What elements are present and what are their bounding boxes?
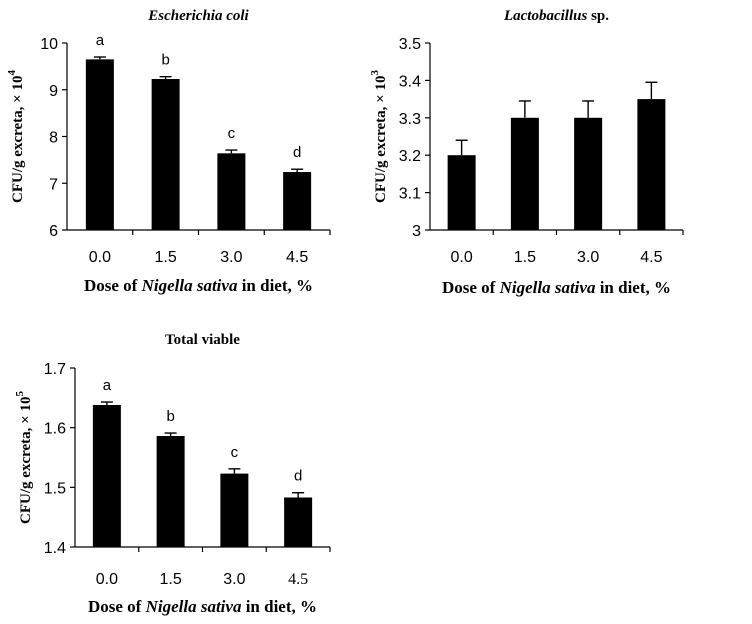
bar <box>220 473 249 547</box>
y-axis-label: CFU/g excreta, × 105 <box>14 391 34 524</box>
x-tick-label: 0.0 <box>451 249 473 266</box>
significance-letter: d <box>294 468 302 485</box>
significance-letter: d <box>293 144 301 161</box>
bar <box>217 153 246 230</box>
bar <box>151 78 180 230</box>
x-tick-label: 1.5 <box>155 249 177 266</box>
y-tick-label: 1.4 <box>44 540 66 557</box>
y-tick-label: 1.5 <box>44 480 66 497</box>
bar <box>447 155 476 230</box>
x-tick-label: 4.5 <box>640 249 662 266</box>
x-axis-label: Dose of Nigella sativa in diet, % <box>88 597 317 616</box>
bar <box>574 117 603 230</box>
significance-letter: c <box>228 125 236 142</box>
significance-letter: a <box>96 32 105 49</box>
y-tick-label: 3.4 <box>399 73 421 90</box>
y-axis-label: CFU/g excreta, × 103 <box>369 70 389 203</box>
x-tick-label: 1.5 <box>160 571 182 588</box>
x-tick-label: 0.0 <box>89 249 111 266</box>
significance-letter: b <box>166 408 174 425</box>
y-tick-label: 3.2 <box>399 148 421 165</box>
chart-panel-2: 3 3.1 3.2 3.3 3.4 3.5 0.0 1.5 3.0 4.5 Lactobacillu… <box>369 8 684 297</box>
significance-letter: b <box>161 52 169 69</box>
y-axis-label: CFU/g excreta, × 104 <box>6 70 26 203</box>
x-axis-label: Dose of Nigella sativa in diet, % <box>442 278 671 297</box>
chart-panel-1: 6 7 8 9 10 a 0.0 b 1.5 c 3.0 d 4.5 Escherichia coli Do… <box>6 8 331 295</box>
bar <box>85 59 114 230</box>
y-tick-label: 3.3 <box>399 111 421 128</box>
x-tick-label: 4.5 <box>288 571 308 588</box>
x-tick-label: 1.5 <box>514 249 536 266</box>
y-tick-label: 10 <box>40 36 58 53</box>
y-tick-label: 3.5 <box>399 36 421 53</box>
bar <box>510 117 539 230</box>
chart-title: Escherichia coli <box>147 8 249 24</box>
y-tick-label: 9 <box>49 83 58 100</box>
chart-panel-3: 1.4 1.5 1.6 1.7 a 0.0 b 1.5 c 3.0 d 4.5 Total viable… <box>14 332 331 616</box>
x-axis-label: Dose of Nigella sativa in diet, % <box>84 276 313 295</box>
x-tick-label: 3.0 <box>577 249 599 266</box>
bar <box>92 404 121 547</box>
x-tick-label: 3.0 <box>223 571 245 588</box>
y-tick-label: 1.6 <box>44 421 66 438</box>
x-tick-label: 4.5 <box>286 249 308 266</box>
x-tick-label: 0.0 <box>96 571 118 588</box>
y-tick-label: 3 <box>412 223 421 240</box>
bar <box>156 436 185 547</box>
bar <box>284 497 313 547</box>
y-tick-label: 3.1 <box>399 186 421 203</box>
y-tick-label: 6 <box>49 223 58 240</box>
x-tick-label: 3.0 <box>220 249 242 266</box>
y-tick-label: 7 <box>49 176 58 193</box>
chart-title: Total viable <box>165 332 240 348</box>
y-tick-label: 8 <box>49 130 58 147</box>
bar <box>283 172 312 230</box>
significance-letter: a <box>103 377 112 394</box>
significance-letter: c <box>231 444 239 461</box>
bar <box>637 99 666 230</box>
y-tick-label: 1.7 <box>44 361 66 378</box>
chart-title: Lactobacillus sp. <box>503 8 609 24</box>
